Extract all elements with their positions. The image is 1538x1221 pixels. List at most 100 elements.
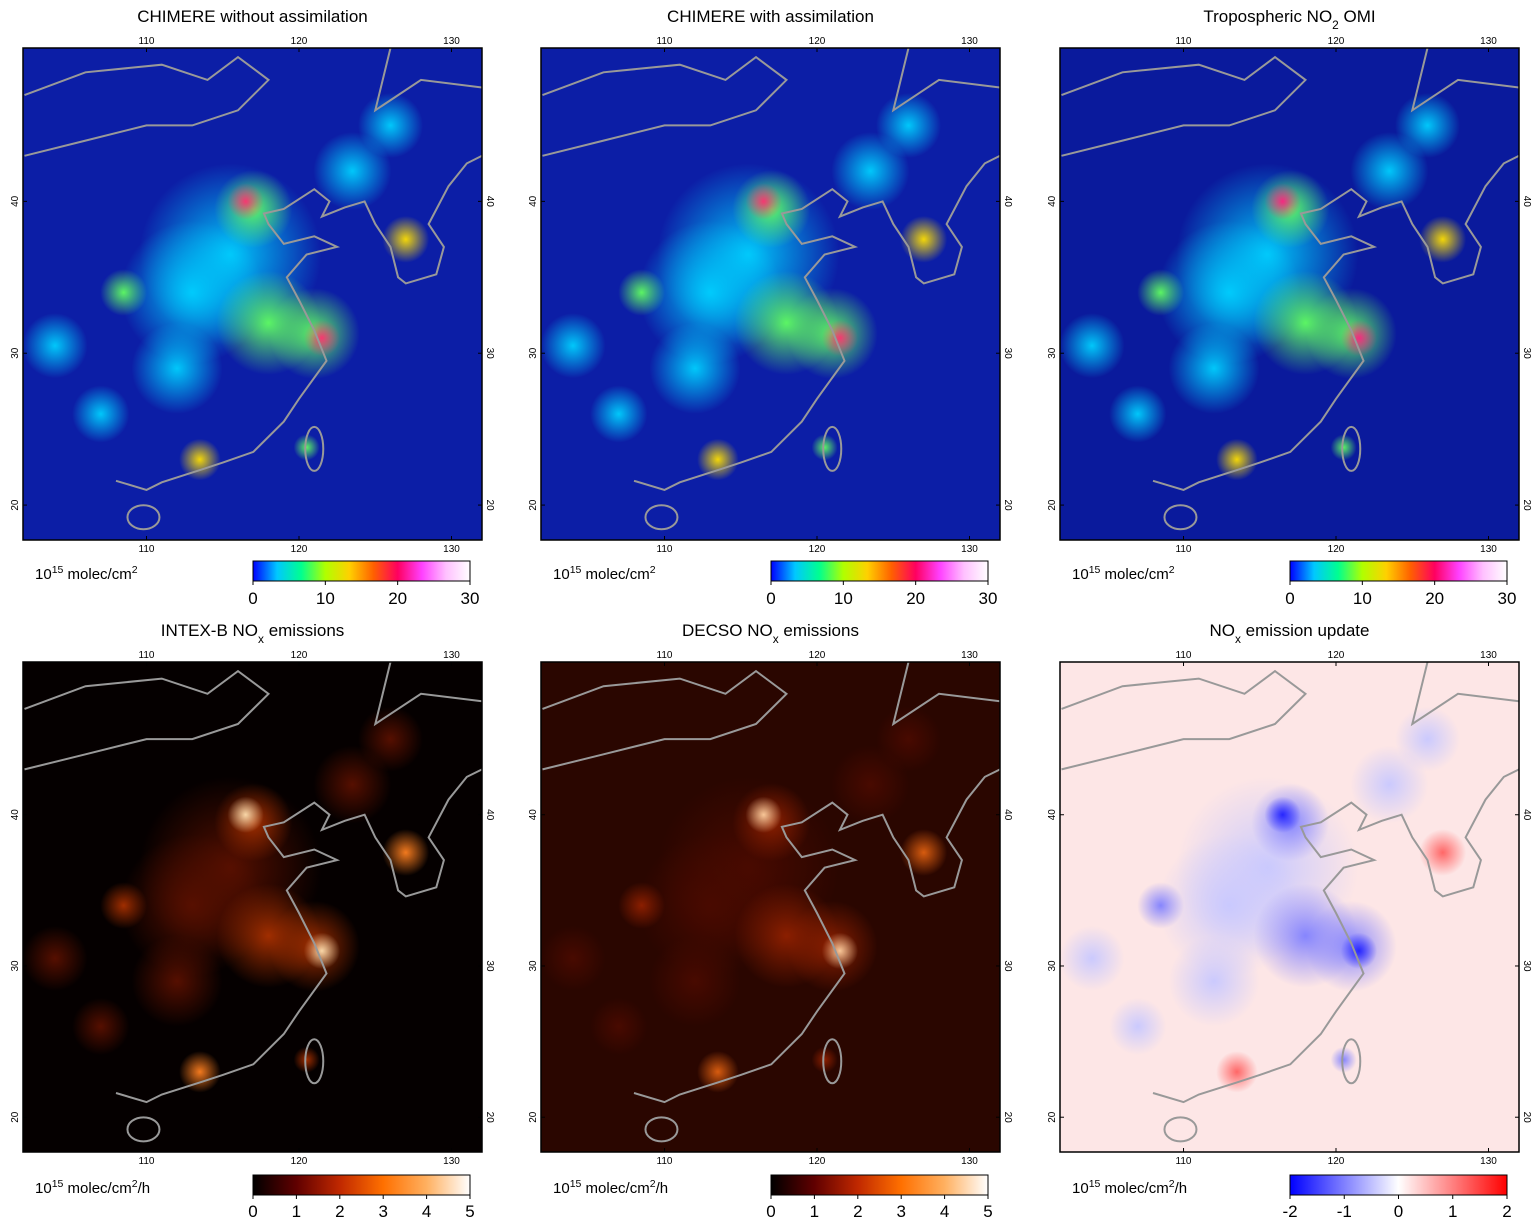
unit-label: 1015 molec/cm2 bbox=[553, 564, 656, 583]
colorbar-tick-label: 2 bbox=[335, 1202, 344, 1221]
lon-tick-label: 120 bbox=[291, 650, 308, 661]
lat-tick-label: 40 bbox=[1002, 196, 1013, 208]
colorbar-tick-label: 4 bbox=[422, 1202, 431, 1221]
text-part: OMI bbox=[1339, 7, 1376, 26]
colorbar-tick-label: 4 bbox=[940, 1202, 949, 1221]
lon-tick-label: 110 bbox=[139, 544, 155, 555]
lat-tick-label: 30 bbox=[528, 960, 539, 972]
lon-tick-label: 120 bbox=[809, 650, 826, 661]
text-part: NO bbox=[1210, 621, 1236, 640]
map-field bbox=[382, 216, 429, 263]
lon-tick-label: 120 bbox=[1328, 36, 1345, 47]
map-field bbox=[1060, 926, 1125, 991]
lat-tick-label: 20 bbox=[484, 1112, 495, 1124]
colorbar bbox=[1290, 1175, 1507, 1195]
colorbar-tick-label: 0 bbox=[248, 1202, 257, 1221]
map-field bbox=[100, 269, 147, 316]
lon-tick-label: 130 bbox=[961, 1156, 978, 1167]
map-field bbox=[358, 707, 423, 772]
map-field bbox=[217, 271, 321, 375]
unit-label: 1015 molec/cm2/h bbox=[553, 1178, 668, 1197]
lat-tick-label: 40 bbox=[10, 195, 21, 207]
map-field bbox=[1395, 707, 1460, 772]
lon-tick-label: 120 bbox=[1328, 650, 1345, 661]
panel-title: CHIMERE without assimilation bbox=[137, 7, 368, 26]
colorbar-tick-label: 10 bbox=[316, 589, 335, 608]
text-part: 2 bbox=[1169, 564, 1175, 576]
lat-tick-label: 40 bbox=[528, 195, 539, 207]
map bbox=[541, 48, 1000, 540]
panel-title: CHIMERE with assimilation bbox=[667, 7, 874, 26]
unit-label: 1015 molec/cm2/h bbox=[1072, 1178, 1187, 1197]
colorbar-tick-label: 0 bbox=[766, 589, 775, 608]
map-field bbox=[735, 884, 839, 988]
text-part: 10 bbox=[553, 1180, 570, 1197]
map-field bbox=[541, 926, 606, 991]
lon-tick-label: 130 bbox=[1480, 544, 1497, 555]
unit-label: 1015 molec/cm2 bbox=[1072, 564, 1175, 583]
text-part: 15 bbox=[52, 1178, 64, 1190]
lat-tick-label: 20 bbox=[1002, 1112, 1013, 1124]
panel-title: INTEX-B NOx emissions bbox=[161, 621, 345, 646]
lat-tick-label: 30 bbox=[1047, 960, 1058, 972]
lat-tick-label: 40 bbox=[1047, 195, 1058, 207]
text-part: 15 bbox=[570, 564, 582, 576]
map-field bbox=[900, 216, 947, 263]
text-part: emission update bbox=[1241, 621, 1370, 640]
text-part: DECSO NO bbox=[682, 621, 773, 640]
panel: CHIMERE with assimilation110110120120130… bbox=[528, 7, 1013, 608]
unit-label: 1015 molec/cm2/h bbox=[35, 1178, 150, 1197]
lat-tick-label: 30 bbox=[484, 348, 495, 360]
text-part: Tropospheric NO bbox=[1203, 7, 1332, 26]
colorbar-tick-label: 30 bbox=[461, 589, 480, 608]
lon-tick-label: 110 bbox=[657, 544, 673, 555]
text-part: /h bbox=[138, 1180, 151, 1197]
lon-tick-label: 130 bbox=[443, 544, 460, 555]
map-field bbox=[72, 998, 129, 1055]
text-part: 15 bbox=[52, 564, 64, 576]
map bbox=[23, 662, 482, 1152]
text-part: molec/cm bbox=[63, 1180, 131, 1197]
lon-tick-label: 120 bbox=[291, 1156, 308, 1167]
map-field bbox=[1419, 829, 1466, 876]
map bbox=[541, 662, 1000, 1152]
lon-tick-label: 110 bbox=[139, 1156, 155, 1167]
lat-tick-label: 40 bbox=[1521, 196, 1532, 208]
lat-tick-label: 20 bbox=[1002, 500, 1013, 512]
lon-tick-label: 130 bbox=[1480, 36, 1497, 47]
map-field bbox=[217, 884, 321, 988]
lon-tick-label: 130 bbox=[1480, 1156, 1497, 1167]
colorbar-tick-label: 20 bbox=[1425, 589, 1444, 608]
lon-tick-label: 130 bbox=[443, 36, 460, 47]
lat-tick-label: 40 bbox=[484, 809, 495, 821]
lat-tick-label: 30 bbox=[528, 347, 539, 359]
lat-tick-label: 20 bbox=[1521, 1112, 1532, 1124]
colorbar bbox=[253, 561, 470, 581]
lon-tick-label: 110 bbox=[657, 36, 673, 47]
text-part: 15 bbox=[1089, 1178, 1101, 1190]
text-part: 2 bbox=[132, 564, 138, 576]
colorbar-tick-label: 10 bbox=[834, 589, 853, 608]
map-field bbox=[745, 183, 781, 219]
map-field bbox=[1169, 936, 1260, 1027]
map-field bbox=[876, 93, 941, 158]
colorbar-tick-label: 1 bbox=[1448, 1202, 1457, 1221]
lon-tick-label: 110 bbox=[1176, 1156, 1192, 1167]
map-field bbox=[1109, 998, 1166, 1055]
map-field bbox=[358, 93, 423, 158]
lon-tick-label: 130 bbox=[961, 650, 978, 661]
text-part: INTEX-B NO bbox=[161, 621, 258, 640]
colorbar-tick-label: 2 bbox=[853, 1202, 862, 1221]
colorbar-tick-label: 0 bbox=[1285, 589, 1294, 608]
panel: INTEX-B NOx emissions1101101201201301302… bbox=[10, 621, 495, 1221]
text-part: 2 bbox=[650, 564, 656, 576]
map-field bbox=[1264, 797, 1300, 833]
lon-tick-label: 120 bbox=[809, 544, 826, 555]
lat-tick-label: 20 bbox=[1047, 499, 1058, 511]
colorbar-tick-label: 10 bbox=[1353, 589, 1372, 608]
colorbar-tick-label: 0 bbox=[1394, 1202, 1403, 1221]
map bbox=[1060, 662, 1519, 1152]
map-field bbox=[382, 829, 429, 876]
panel: CHIMERE without assimilation110110120120… bbox=[10, 7, 495, 608]
map-field bbox=[745, 797, 781, 833]
